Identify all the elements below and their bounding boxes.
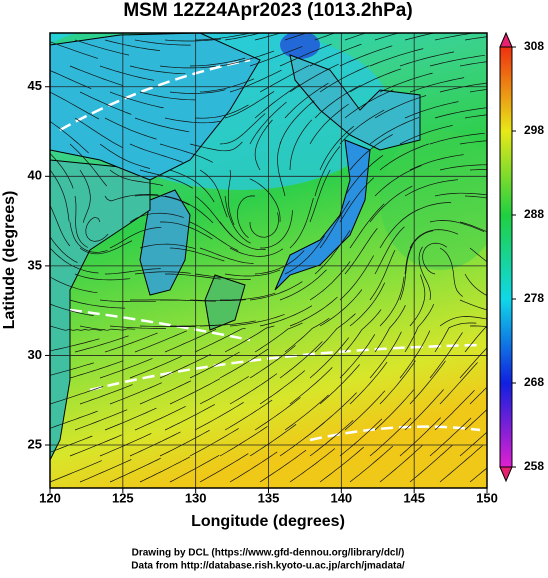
colorbar-tick-label: 308: [524, 39, 544, 53]
colorbar: [500, 47, 512, 467]
y-tick-label: 35: [28, 257, 42, 272]
colorbar-tick-label: 288: [524, 207, 544, 221]
credit: Data from http://database.rish.kyoto-u.a…: [131, 561, 405, 572]
y-axis-label: Latitude (degrees): [1, 191, 18, 330]
credit: Drawing by DCL (https://www.gfd-dennou.o…: [132, 548, 405, 559]
colorbar-tick-label: 258: [524, 459, 544, 473]
x-tick-label: 150: [476, 490, 498, 505]
y-tick-label: 40: [28, 168, 42, 183]
x-axis-label: Longitude (degrees): [191, 513, 345, 530]
streamline: [490, 143, 546, 144]
map-field: [40, 23, 548, 488]
warm-region: [380, 130, 500, 270]
streamline: [490, 61, 546, 66]
x-tick-label: 140: [330, 490, 352, 505]
colorbar-tick-label: 268: [524, 375, 544, 389]
x-tick-label: 120: [39, 490, 61, 505]
x-tick-label: 125: [112, 490, 134, 505]
y-tick-label: 45: [28, 78, 42, 93]
colorbar-tick-label: 278: [524, 291, 544, 305]
x-tick-label: 145: [403, 490, 425, 505]
y-tick-label: 25: [28, 436, 42, 451]
y-tick-label: 30: [28, 347, 42, 362]
streamline: [490, 222, 544, 238]
x-tick-label: 135: [258, 490, 280, 505]
chart-title: MSM 12Z24Apr2023 (1013.2hPa): [123, 0, 412, 21]
colorbar-tick-label: 298: [524, 123, 544, 137]
x-tick-label: 130: [185, 490, 207, 505]
